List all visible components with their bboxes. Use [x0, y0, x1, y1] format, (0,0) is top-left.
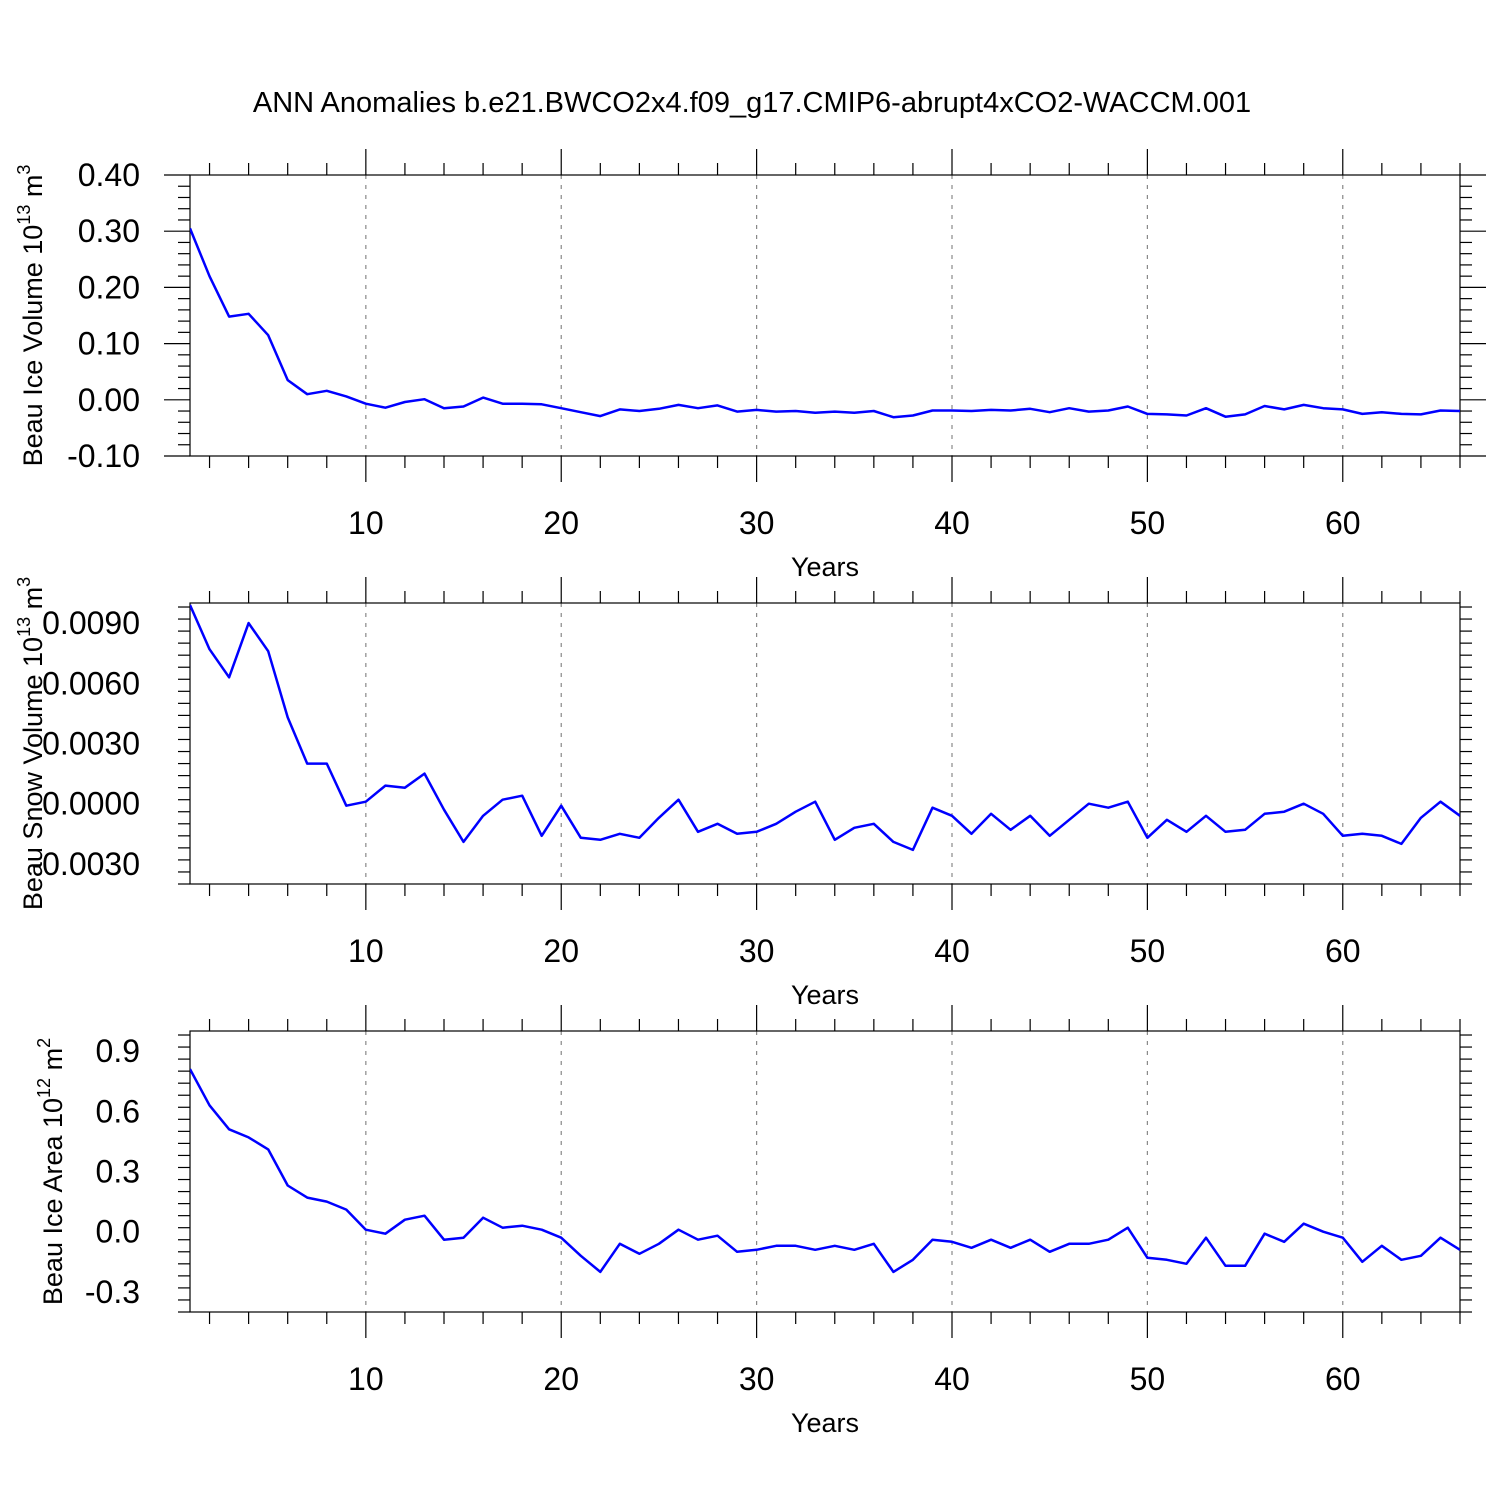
panel-1: -0.10 0.00 0.10 0.20 0.30 0.40 10 20 30 40 50 60 Yea…	[14, 149, 1486, 582]
y-tick-label: 0.40	[78, 157, 140, 193]
x-axis-label: Years	[791, 552, 859, 582]
y-axis-label: Beau Ice Volume 1013 m3	[14, 165, 48, 467]
x-axis-label: Years	[791, 1408, 859, 1438]
x-tick-label: 60	[1325, 933, 1361, 969]
plot-frame	[189, 174, 1461, 457]
y-tick-label: 0.6	[96, 1093, 140, 1129]
y-axis-label: Beau Ice Area 1012 m2	[34, 1038, 68, 1305]
y-tick-label: 0.9	[96, 1033, 140, 1069]
y-tick-label: 0.00	[78, 382, 140, 418]
y-tick-label: 0.20	[78, 269, 140, 305]
x-tick-label: 20	[543, 933, 579, 969]
y-tick-label: -0.0030	[31, 846, 140, 882]
x-tick-label: 40	[934, 1361, 970, 1397]
x-tick-label: 50	[1130, 1361, 1166, 1397]
x-tick-label: 40	[934, 505, 970, 541]
y-tick-label: 0.0030	[42, 726, 140, 762]
y-tick-label: 0.30	[78, 213, 140, 249]
x-tick-label: 50	[1130, 505, 1166, 541]
y-tick-label: -0.3	[85, 1274, 140, 1310]
data-series-line	[190, 1068, 1460, 1274]
y-tick-label: 0.0060	[42, 665, 140, 701]
x-tick-label: 20	[543, 1361, 579, 1397]
x-tick-label: 20	[543, 505, 579, 541]
y-tick-label: 0.3	[96, 1154, 140, 1190]
x-tick-label: 10	[348, 505, 384, 541]
x-tick-label: 10	[348, 1361, 384, 1397]
plot-frame	[189, 1030, 1461, 1313]
x-tick-label: 60	[1325, 1361, 1361, 1397]
panel-3: -0.3 0.0 0.3 0.6 0.9 10 20 30 40 50 60 Years Beau Ic…	[34, 1005, 1472, 1438]
y-axis-label: Beau Snow Volume 1013 m3	[14, 577, 48, 910]
x-tick-label: 30	[739, 933, 775, 969]
x-tick-label: 30	[739, 1361, 775, 1397]
panel-2: -0.0030 0.0000 0.0030 0.0060 0.0090 10 20 30 40 5…	[14, 577, 1472, 1010]
x-tick-label: 60	[1325, 505, 1361, 541]
x-tick-label: 40	[934, 933, 970, 969]
x-tick-label: 10	[348, 933, 384, 969]
x-axis-label: Years	[791, 980, 859, 1010]
y-tick-label: 0.0000	[42, 786, 140, 822]
y-tick-label: -0.10	[67, 438, 140, 474]
chart-title: ANN Anomalies b.e21.BWCO2x4.f09_g17.CMIP…	[253, 87, 1251, 119]
x-tick-label: 50	[1130, 933, 1166, 969]
data-series-line	[190, 227, 1460, 419]
plot-frame	[189, 602, 1461, 885]
y-tick-label: 0.0	[96, 1214, 140, 1250]
panels: -0.10 0.00 0.10 0.20 0.30 0.40 10 20 30 40 50 60 Yea…	[14, 149, 1486, 1438]
y-tick-label: 0.0090	[42, 605, 140, 641]
x-tick-label: 30	[739, 505, 775, 541]
y-tick-label: 0.10	[78, 326, 140, 362]
data-series-line	[190, 604, 1460, 852]
